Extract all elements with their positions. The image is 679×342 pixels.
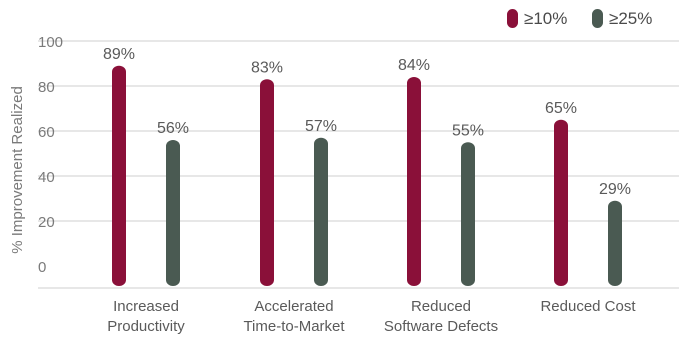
data-label: 89% bbox=[103, 46, 135, 63]
y-tick-label: 80 bbox=[38, 79, 55, 96]
y-tick-label: 0 bbox=[38, 259, 46, 276]
y-axis-ticks: 0 20 40 60 80 100 bbox=[38, 34, 63, 276]
y-tick-label: 20 bbox=[38, 214, 55, 231]
bar bbox=[461, 142, 475, 286]
data-label: 55% bbox=[452, 122, 484, 139]
data-label: 29% bbox=[599, 181, 631, 198]
bar bbox=[314, 137, 328, 286]
x-tick-label: Reduced Software Defects bbox=[384, 298, 498, 335]
legend-swatch bbox=[592, 9, 603, 28]
data-label: 84% bbox=[398, 57, 430, 74]
y-tick-label: 60 bbox=[38, 124, 55, 141]
x-tick-label: Increased Productivity bbox=[107, 298, 185, 335]
y-tick-label: 40 bbox=[38, 169, 55, 186]
data-label: 65% bbox=[545, 100, 577, 117]
bar bbox=[554, 119, 568, 286]
data-label: 83% bbox=[251, 59, 283, 76]
x-tick-label: Reduced Cost bbox=[540, 298, 636, 315]
legend-label: ≥10% bbox=[524, 9, 567, 28]
bar bbox=[166, 140, 180, 286]
bar bbox=[608, 200, 622, 286]
data-labels: 89% 83% 84% 65% 56% 57% 55% 29% bbox=[103, 46, 631, 198]
data-label: 57% bbox=[305, 118, 337, 135]
data-label: 56% bbox=[157, 120, 189, 137]
legend-label: ≥25% bbox=[609, 9, 652, 28]
legend-swatch bbox=[507, 9, 518, 28]
bar bbox=[112, 65, 126, 286]
x-tick-label: Accelerated Time-to-Market bbox=[243, 298, 345, 335]
legend[interactable]: ≥10% ≥25% bbox=[507, 9, 652, 28]
bar bbox=[407, 77, 421, 286]
x-axis-ticks: Increased Productivity Accelerated Time-to-… bbox=[107, 298, 636, 335]
y-axis-label: % Improvement Realized bbox=[9, 86, 26, 254]
bars bbox=[112, 65, 622, 286]
gridlines bbox=[38, 40, 679, 289]
y-tick-label: 100 bbox=[38, 34, 63, 51]
bar bbox=[260, 79, 274, 286]
